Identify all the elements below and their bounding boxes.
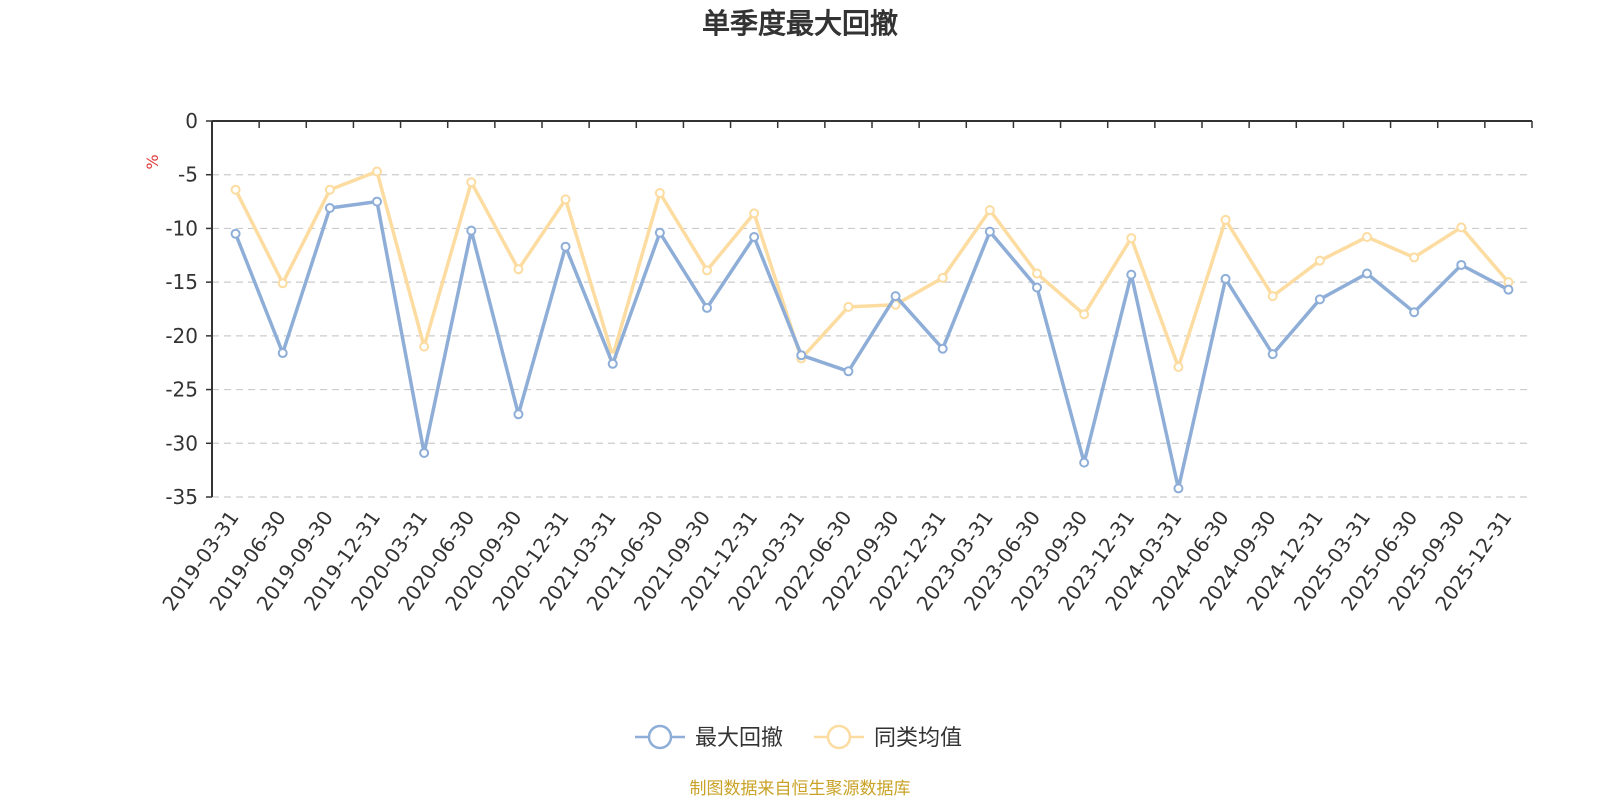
legend-label-0: 最大回撤	[695, 726, 783, 751]
y-tick-label-1: -5	[178, 163, 198, 187]
series-1-point-15	[937, 272, 948, 283]
series-1-point-19	[1126, 233, 1137, 244]
series-1-point-2	[324, 184, 335, 195]
series-0-point-27	[1503, 284, 1514, 295]
series-0-point-1	[277, 348, 288, 359]
series-0-point-16	[984, 226, 995, 237]
chart-title: 单季度最大回撤	[702, 7, 898, 40]
series-1-point-23	[1314, 255, 1325, 266]
series-1-point-10	[702, 265, 712, 276]
data-source-note: 制图数据来自恒生聚源数据库	[690, 779, 911, 799]
series-0-point-23	[1314, 294, 1325, 305]
series-line-1	[234, 169, 1510, 369]
series-0-point-3	[372, 196, 382, 207]
series-0-point-8	[607, 358, 618, 369]
series-line-0	[233, 199, 1510, 491]
series-1-point-16	[984, 205, 995, 216]
series-1-point-13	[843, 301, 854, 312]
series-0-point-6	[513, 409, 524, 420]
series-0-point-26	[1456, 259, 1467, 270]
series-1-point-25	[1409, 252, 1420, 263]
legend-marker-0	[647, 724, 673, 750]
y-tick-label-2: -10	[165, 216, 198, 240]
series-0-point-25	[1409, 307, 1420, 318]
y-tick-label-7: -35	[165, 485, 198, 509]
y-tick-label-0: 0	[185, 109, 198, 133]
y-tick-label-4: -20	[165, 324, 198, 348]
series-1-point-1	[277, 278, 288, 289]
series-1-point-5	[466, 177, 477, 188]
series-1-point-11	[749, 208, 760, 219]
series-0-point-13	[843, 366, 854, 377]
series-1-point-20	[1173, 362, 1184, 373]
legend[interactable]: 最大回撤 同类均值	[635, 724, 962, 751]
y-axis-unit-label: %	[143, 154, 162, 169]
series-0-point-15	[937, 343, 948, 354]
series-0-point-11	[749, 232, 760, 243]
series-0-point-19	[1126, 269, 1137, 280]
series-1-point-22	[1267, 291, 1278, 302]
series-0-point-17	[1032, 282, 1042, 293]
y-tick-label-3: -15	[165, 270, 198, 294]
series-0-point-10	[702, 302, 712, 313]
series-1-point-26	[1456, 222, 1467, 233]
y-tick-label-5: -25	[165, 378, 198, 402]
legend-marker-1	[826, 724, 852, 750]
series-1-point-6	[513, 264, 524, 275]
series-0-point-14	[890, 291, 901, 302]
series-1-point-4	[419, 341, 430, 352]
series-0-point-4	[419, 447, 430, 458]
y-tick-label-6: -30	[165, 431, 198, 455]
series-0-point-5	[466, 225, 477, 236]
axes: 0-5-10-15-20-25-30-352019-03-312019-06-3…	[157, 109, 1533, 615]
series-1-point-17	[1032, 268, 1042, 279]
series-1-point-9	[654, 187, 665, 198]
series-0-point-18	[1079, 457, 1090, 468]
series-1-point-0	[230, 184, 241, 195]
series-1-point-21	[1220, 214, 1231, 225]
series-1-point-18	[1079, 309, 1090, 320]
series-0-point-21	[1220, 273, 1231, 284]
series-0-point-20	[1173, 483, 1184, 494]
series-lines	[230, 166, 1514, 494]
series-1-point-7	[560, 194, 571, 205]
series-1-point-24	[1362, 232, 1372, 243]
series-0-point-9	[654, 227, 665, 238]
legend-label-1: 同类均值	[874, 726, 962, 751]
series-0-point-2	[324, 203, 335, 214]
series-0-point-0	[230, 228, 241, 239]
series-0-point-12	[796, 350, 807, 361]
series-0-point-24	[1362, 268, 1372, 279]
series-0-point-22	[1267, 349, 1278, 360]
series-1-point-3	[372, 166, 382, 177]
series-0-point-7	[560, 241, 571, 252]
